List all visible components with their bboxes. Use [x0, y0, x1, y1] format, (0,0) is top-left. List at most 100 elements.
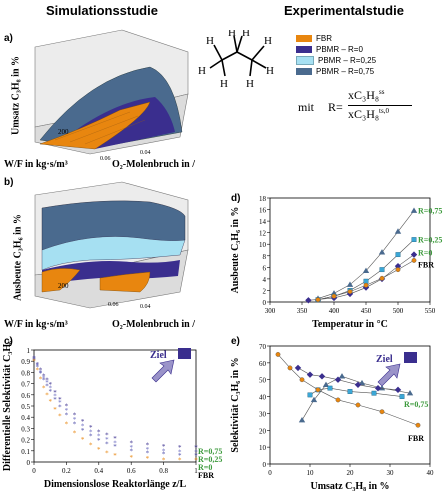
data-point: *: [194, 448, 198, 456]
formula-denominator: xC₃H₈ts,0: [348, 107, 389, 122]
panel-label-b: b): [4, 177, 14, 188]
surface-a-tick-200: 200: [58, 128, 69, 136]
data-point: *: [73, 411, 77, 419]
data-point: *: [58, 413, 62, 421]
header-simulationsstudie: Simulationsstudie: [46, 3, 158, 18]
y-tick-label: 0: [27, 459, 31, 467]
data-point: [415, 422, 421, 428]
x-tick-label: 10: [307, 469, 315, 477]
panel-b-xlabel-left: W/F in kg·s/m³: [4, 319, 68, 330]
data-point: *: [32, 358, 36, 366]
surface-orange-a: [39, 101, 151, 150]
data-point: *: [81, 436, 85, 444]
data-point: *: [113, 452, 117, 460]
data-point: *: [53, 389, 57, 397]
y-tick-label: 50: [259, 377, 267, 385]
data-point: [335, 397, 341, 403]
ziel-square: [178, 348, 191, 359]
data-point: *: [105, 441, 109, 449]
data-point: [347, 389, 353, 394]
data-point: [299, 377, 305, 383]
data-point: *: [146, 442, 150, 450]
data-point: *: [97, 433, 101, 441]
data-point: *: [129, 439, 133, 447]
x-tick-label: 500: [393, 307, 404, 315]
data-point: [371, 390, 377, 396]
y-tick-label: 8: [263, 253, 267, 261]
data-point: *: [35, 367, 39, 375]
data-point: *: [105, 436, 109, 444]
data-point: *: [178, 452, 182, 460]
data-point: [334, 376, 342, 383]
data-point: *: [45, 379, 49, 387]
data-point: [379, 275, 385, 281]
data-point: *: [35, 363, 39, 371]
data-point: [358, 379, 366, 386]
data-point: [331, 293, 337, 299]
panel-a-xlabel-right: O₂-Molenbruch in /: [112, 159, 196, 170]
data-point: *: [162, 451, 166, 459]
y-tick-label: 10: [259, 444, 267, 452]
formula-num-text: xC₃H₈: [348, 88, 380, 102]
chart-d: 300 350 400 450 500 550 0 2 4 6 8 10 12 14 16 18 Tempera…: [230, 195, 442, 330]
data-point: [306, 371, 314, 378]
y-tick-label: 20: [259, 427, 267, 435]
y-tick-label: 0: [263, 299, 267, 307]
y-tick-label: 0.9: [21, 358, 30, 366]
data-point: *: [65, 411, 69, 419]
y-tick-label: 0.6: [21, 392, 30, 400]
data-point: *: [58, 399, 62, 407]
data-point: [318, 373, 326, 380]
svg-text:H: H: [206, 35, 214, 47]
data-point: [410, 251, 418, 258]
data-point: *: [89, 442, 93, 450]
y-tick-label: 0.5: [21, 403, 30, 411]
data-point: [394, 386, 402, 394]
data-point: [379, 409, 385, 415]
data-point: *: [89, 428, 93, 436]
data-point: *: [129, 444, 133, 452]
legend-label: FBR: [316, 34, 332, 43]
legend-swatch: [296, 56, 314, 65]
data-point: *: [48, 381, 52, 389]
x-tick-label: 400: [329, 307, 340, 315]
data-point: [410, 207, 418, 213]
surface-lightblue-b: [41, 236, 186, 271]
header-experimentalstudie: Experimentalstudie: [284, 3, 404, 18]
y-tick-label: 0: [263, 461, 267, 469]
data-point: [378, 384, 386, 391]
data-point: *: [113, 439, 117, 447]
data-point: [327, 385, 333, 391]
x-tick-label: 0.6: [127, 467, 136, 475]
y-tick-label: 2: [263, 287, 267, 295]
ziel-arrow-icon: [151, 359, 175, 383]
series-line: [301, 376, 411, 421]
data-point: *: [146, 446, 150, 454]
legend-label: PBMR – R=0,25: [318, 56, 377, 65]
y-tick-label: 14: [259, 218, 267, 226]
legend-swatch: [296, 46, 312, 53]
data-point: *: [45, 377, 49, 385]
data-point: *: [53, 392, 57, 400]
legend-item-r075: PBMR – R=0,75: [296, 66, 406, 77]
data-point: [287, 365, 293, 371]
data-point: *: [42, 377, 46, 385]
legend: FBR PBMR – R=0 PBMR – R=0,25 PBMR – R=0,…: [296, 33, 406, 77]
data-point: *: [35, 362, 39, 370]
data-point: *: [42, 372, 46, 380]
x-axis-label: Dimensionslose Reaktorlänge z/L: [44, 479, 187, 490]
data-point: *: [58, 404, 62, 412]
data-point: *: [32, 354, 36, 362]
data-point: *: [65, 407, 69, 415]
surface-b-tick-006: 0.06: [108, 302, 119, 308]
legend-swatch: [296, 68, 312, 75]
data-point: [355, 402, 361, 408]
y-tick-label: 30: [259, 410, 267, 418]
formula-mit: mit: [298, 100, 315, 114]
x-tick-label: 0: [32, 467, 36, 475]
y-tick-label: 0.4: [21, 414, 30, 422]
data-point: *: [65, 403, 69, 411]
surface-plot-b: 200 0.06 0.04: [34, 181, 189, 310]
panel-label-c: c): [4, 336, 13, 347]
